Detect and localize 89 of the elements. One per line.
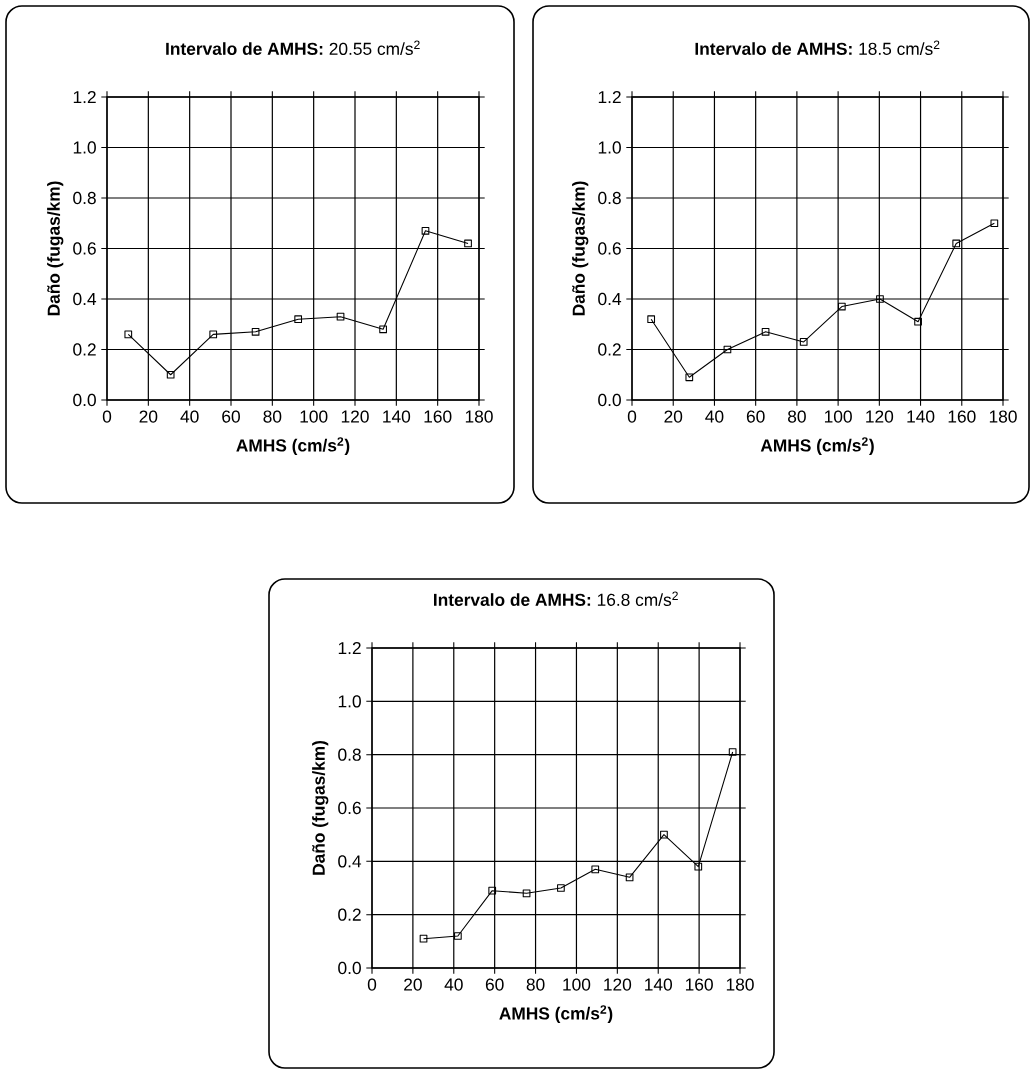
point — [990, 219, 999, 228]
point — [464, 239, 472, 248]
x-tick-label: 140 — [907, 410, 935, 423]
point — [723, 345, 732, 354]
x-tick-label: 120 — [341, 410, 369, 423]
x-tick-label: 40 — [180, 410, 199, 423]
point — [166, 370, 175, 379]
point — [914, 317, 922, 326]
point — [647, 315, 656, 324]
x-tick-label: 60 — [746, 410, 765, 423]
x-axis-title: AMHS (cm/s$^{2}$) — [236, 437, 350, 456]
x-axis-title: AMHS (cm/s$^{2}$) — [499, 1005, 613, 1024]
point — [837, 302, 846, 311]
point — [799, 338, 808, 346]
y-tick-label: 1.2 — [598, 90, 621, 104]
point — [625, 873, 634, 882]
point — [336, 312, 345, 321]
point — [522, 889, 531, 898]
x-tick-label: 20 — [139, 410, 158, 423]
y-tick-label: 1.0 — [598, 141, 621, 154]
x-tick-label: 0 — [627, 410, 637, 423]
x-tick-label: 100 — [563, 978, 591, 991]
y-tick-label: 0.6 — [73, 242, 96, 255]
x-tick-label: 40 — [705, 410, 724, 423]
y-tick-label: 0.4 — [598, 292, 622, 306]
x-tick-label: 100 — [824, 410, 852, 423]
y-tick-label: 1.2 — [73, 90, 96, 104]
chart-title: Intervalo de AMHS: 16.8 cm/s$^{2}$ — [434, 591, 678, 606]
point — [124, 330, 133, 339]
point — [557, 884, 565, 892]
x-tick-label: 100 — [300, 410, 328, 423]
y-tick-label: 0.4 — [338, 855, 362, 868]
x-tick-label: 80 — [788, 410, 806, 423]
y-tick-label: 0.2 — [338, 908, 361, 921]
point — [761, 327, 770, 336]
y-tick-label: 1.0 — [73, 141, 96, 154]
x-tick-label: 80 — [263, 410, 282, 423]
y-tick-label: 0.2 — [598, 343, 621, 356]
point — [685, 373, 694, 382]
x-tick-label: 180 — [465, 410, 493, 423]
y-tick-label: 0.0 — [598, 393, 621, 407]
x-tick-label: 40 — [444, 978, 463, 991]
point — [728, 748, 737, 756]
y-tick-label: 0.4 — [73, 292, 97, 306]
point — [591, 865, 600, 874]
y-tick-label: 0.0 — [73, 393, 96, 407]
x-axis-title: AMHS (cm/s$^{2}$) — [760, 437, 874, 456]
point — [209, 330, 218, 339]
y-tick-label: 0.2 — [73, 343, 96, 356]
y-tick-label: 1.0 — [338, 695, 361, 708]
y-axis-title: Daño (fugas/km) — [312, 740, 329, 875]
y-tick-label: 0.6 — [338, 801, 361, 815]
x-tick-label: 0 — [367, 978, 377, 991]
x-tick-label: 60 — [485, 978, 504, 991]
x-tick-label: 140 — [645, 978, 673, 991]
x-tick-label: 140 — [383, 410, 411, 423]
y-tick-label: 0.8 — [338, 748, 361, 761]
x-tick-label: 60 — [222, 410, 240, 423]
y-tick-label: 0.0 — [338, 961, 361, 975]
x-tick-label: 80 — [526, 978, 545, 991]
chart-title: Intervalo de AMHS: 20.55 cm/s$^{2}$ — [166, 40, 420, 55]
x-tick-label: 120 — [866, 410, 894, 423]
x-tick-label: 160 — [424, 410, 452, 423]
x-tick-label: 0 — [102, 410, 112, 423]
y-axis-title: Daño (fugas/km) — [47, 181, 64, 316]
y-tick-label: 0.6 — [598, 242, 621, 255]
point — [488, 886, 497, 895]
point — [419, 934, 428, 943]
point — [453, 932, 462, 940]
point — [952, 239, 961, 248]
x-tick-label: 180 — [726, 978, 754, 991]
x-tick-label: 160 — [948, 410, 976, 423]
point — [251, 327, 260, 336]
x-tick-label: 180 — [989, 410, 1017, 423]
x-tick-label: 20 — [664, 410, 683, 423]
y-axis-title: Daño (fugas/km) — [572, 181, 589, 316]
point — [379, 325, 387, 334]
point — [660, 830, 668, 839]
x-tick-label: 160 — [685, 978, 713, 991]
chart-title: Intervalo de AMHS: 18.5 cm/s$^{2}$ — [695, 40, 940, 55]
point — [694, 862, 703, 871]
y-tick-label: 1.2 — [338, 641, 361, 655]
y-tick-label: 0.8 — [598, 191, 621, 205]
point — [876, 295, 884, 303]
y-tick-label: 0.8 — [73, 191, 96, 205]
x-tick-label: 20 — [404, 978, 422, 991]
x-tick-label: 120 — [604, 978, 632, 991]
point — [294, 315, 303, 324]
point — [421, 226, 430, 235]
